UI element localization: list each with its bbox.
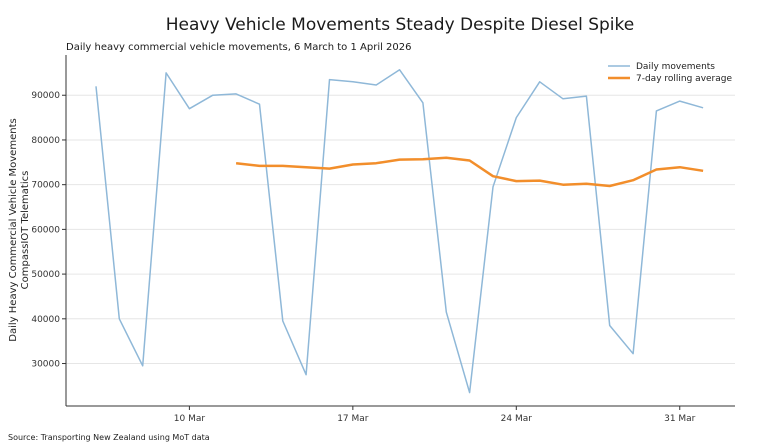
x-tick-label: 10 Mar [174, 414, 206, 424]
line-daily-movements [95, 69, 704, 394]
gridlines [66, 94, 735, 365]
legend-label-daily: Daily movements [636, 62, 715, 72]
y-tick-label: 50000 [31, 270, 60, 280]
y-tick-label: 70000 [31, 181, 60, 191]
y-axis-label-line-2: CompassIOT Telematics [20, 171, 31, 290]
x-axis-ticks: 10 Mar 17 Mar 24 Mar 31 Mar [174, 406, 696, 424]
chart-subtitle: Daily heavy commercial vehicle movements… [66, 42, 412, 53]
legend: Daily movements 7-day rolling average [608, 62, 732, 84]
y-tick-label: 90000 [31, 91, 60, 101]
y-tick-label: 80000 [31, 136, 60, 146]
y-tick-label: 40000 [31, 315, 60, 325]
line-rolling-average [235, 156, 704, 188]
x-tick-label: 24 Mar [501, 414, 533, 424]
y-axis-label-line-1: Daily Heavy Commercial Vehicle Movements [8, 118, 19, 341]
source-note: Source: Transporting New Zealand using M… [8, 433, 210, 442]
x-tick-label: 17 Mar [337, 414, 369, 424]
y-axis-ticks: 30000 40000 50000 60000 70000 80000 90000 [31, 91, 66, 370]
y-tick-label: 30000 [31, 360, 60, 370]
series-lines [95, 69, 704, 394]
y-tick-label: 60000 [31, 225, 60, 235]
legend-label-rolling: 7-day rolling average [636, 74, 732, 84]
chart-title: Heavy Vehicle Movements Steady Despite D… [166, 15, 634, 35]
x-tick-label: 31 Mar [664, 414, 696, 424]
